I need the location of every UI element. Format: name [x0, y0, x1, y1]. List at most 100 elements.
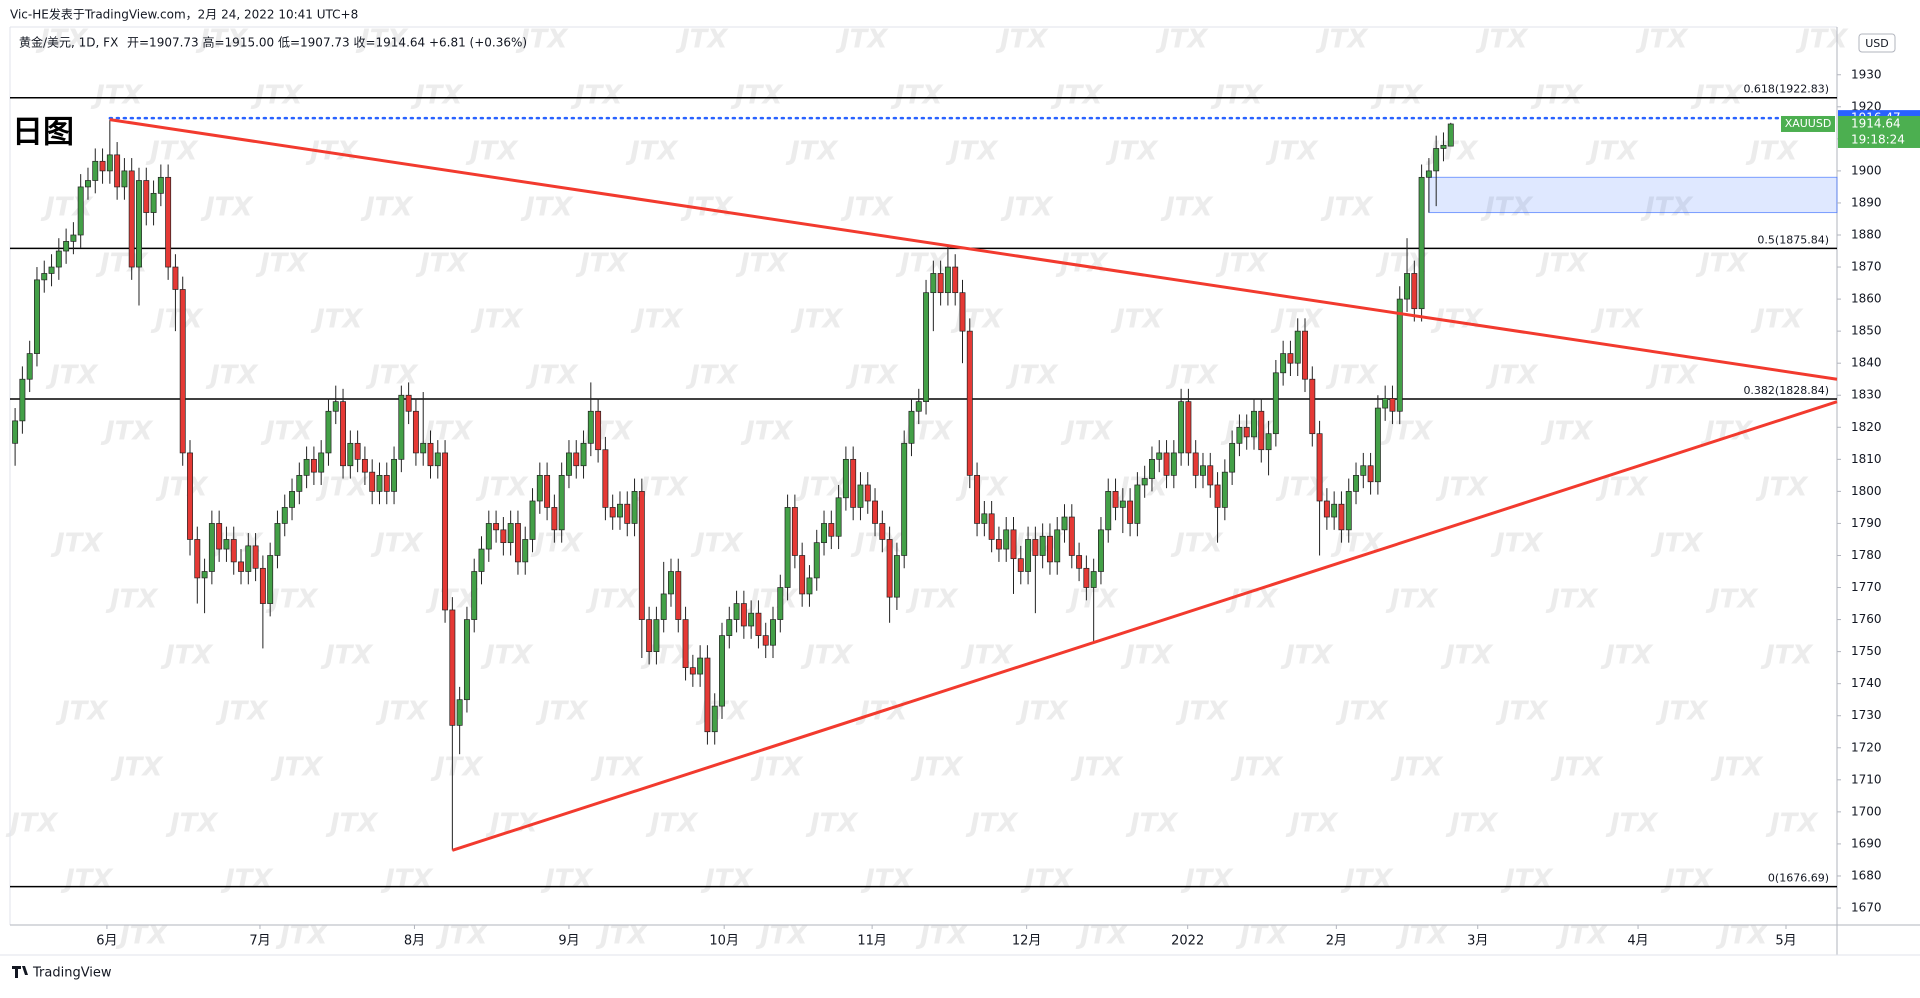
candle-body	[507, 523, 514, 544]
candle-body	[456, 699, 463, 726]
candle-body	[310, 458, 317, 473]
y-tick-label: 1750	[1851, 644, 1882, 658]
candle-body	[850, 458, 857, 508]
watermark: JTX	[260, 417, 314, 447]
watermark: JTX	[430, 753, 484, 783]
candle-body	[762, 635, 769, 646]
x-tick-label: 6月	[96, 934, 117, 949]
x-tick-label: 12月	[1012, 934, 1042, 949]
y-tick-label: 1810	[1851, 452, 1882, 466]
candle-body	[522, 539, 529, 563]
candle-body	[1119, 500, 1126, 508]
watermark: JTX	[1545, 585, 1599, 615]
candle-body	[1294, 330, 1301, 364]
candle-body	[689, 667, 696, 675]
y-tick-label: 1780	[1851, 548, 1882, 562]
watermark: JTX	[105, 585, 159, 615]
y-tick-label: 1710	[1851, 772, 1882, 786]
candle-body	[143, 180, 150, 213]
candle-body	[121, 170, 128, 188]
candle-body	[55, 250, 62, 268]
watermark: JTX	[1225, 585, 1279, 615]
candle-body	[1367, 465, 1374, 483]
watermark: JTX	[1110, 305, 1164, 335]
watermark: JTX	[535, 697, 589, 727]
candle-body	[995, 539, 1002, 550]
x-tick-label: 9月	[558, 934, 579, 949]
candle-body	[230, 539, 237, 563]
candle-body	[1338, 503, 1345, 531]
candle-body	[150, 192, 157, 213]
watermark: JTX	[520, 193, 574, 223]
y-tick-label: 1770	[1851, 580, 1882, 594]
y-tick-label: 1830	[1851, 388, 1882, 402]
y-tick-label: 1760	[1851, 612, 1882, 626]
watermark: JTX	[1215, 249, 1269, 279]
watermark: JTX	[890, 81, 944, 111]
candle-body	[157, 176, 164, 194]
candle-body	[988, 513, 995, 540]
candle-body	[1251, 410, 1257, 438]
candle-body	[646, 619, 653, 652]
x-tick-label: 5月	[1775, 934, 1796, 949]
candle-body	[1039, 535, 1046, 556]
candle-body	[828, 523, 835, 537]
y-tick-label: 1870	[1851, 260, 1882, 274]
watermark: JTX	[5, 809, 59, 839]
candle-body	[383, 475, 390, 492]
candle-body	[208, 523, 215, 572]
candle-body	[1272, 372, 1279, 435]
candle-body	[259, 567, 266, 604]
candle-body	[697, 657, 704, 675]
candle-body	[128, 170, 135, 268]
candle-body	[1076, 555, 1083, 569]
watermark: JTX	[590, 753, 644, 783]
candle-body	[1163, 452, 1170, 476]
watermark: JTX	[585, 585, 639, 615]
watermark: JTX	[645, 809, 699, 839]
watermark: JTX	[1370, 81, 1424, 111]
candle-body	[872, 500, 878, 524]
symbol-tag	[1781, 115, 1835, 132]
watermark: JTX	[420, 417, 474, 447]
candle-body	[194, 539, 201, 579]
watermark: JTX	[1060, 417, 1114, 447]
watermark: JTX	[1480, 193, 1534, 223]
watermark: JTX	[1270, 305, 1324, 335]
watermark: JTX	[1440, 641, 1494, 671]
watermark: JTX	[625, 137, 679, 167]
candle-body	[1192, 452, 1199, 476]
candle-body	[711, 705, 718, 733]
watermark: JTX	[835, 25, 889, 55]
watermark: JTX	[525, 361, 579, 391]
watermark: JTX	[1280, 641, 1334, 671]
candle-body	[726, 619, 733, 636]
candle-body	[405, 394, 412, 412]
watermark: JTX	[310, 305, 364, 335]
candle-body	[915, 401, 922, 412]
candle-body	[463, 619, 470, 701]
candle-body	[1447, 123, 1454, 147]
candle-body	[92, 160, 99, 181]
candle-body	[704, 657, 711, 733]
candle-body	[1214, 484, 1221, 508]
watermark: JTX	[1000, 193, 1054, 223]
watermark: JTX	[90, 81, 144, 111]
candle-body	[332, 401, 339, 412]
candle-body	[1396, 298, 1403, 412]
candle-body	[114, 154, 121, 188]
watermark: JTX	[1165, 361, 1219, 391]
y-tick-label: 1860	[1851, 292, 1882, 306]
watermark: JTX	[840, 193, 894, 223]
candle-body	[784, 507, 791, 588]
candle-body	[944, 266, 951, 294]
watermark: JTX	[1485, 361, 1539, 391]
watermark: JTX	[155, 473, 209, 503]
watermark: JTX	[475, 473, 529, 503]
candle-body	[864, 484, 871, 502]
candle-body	[952, 266, 959, 294]
watermark: JTX	[365, 361, 419, 391]
candle-body	[1389, 398, 1396, 412]
logo-icon	[12, 966, 28, 978]
watermark: JTX	[1650, 529, 1704, 559]
